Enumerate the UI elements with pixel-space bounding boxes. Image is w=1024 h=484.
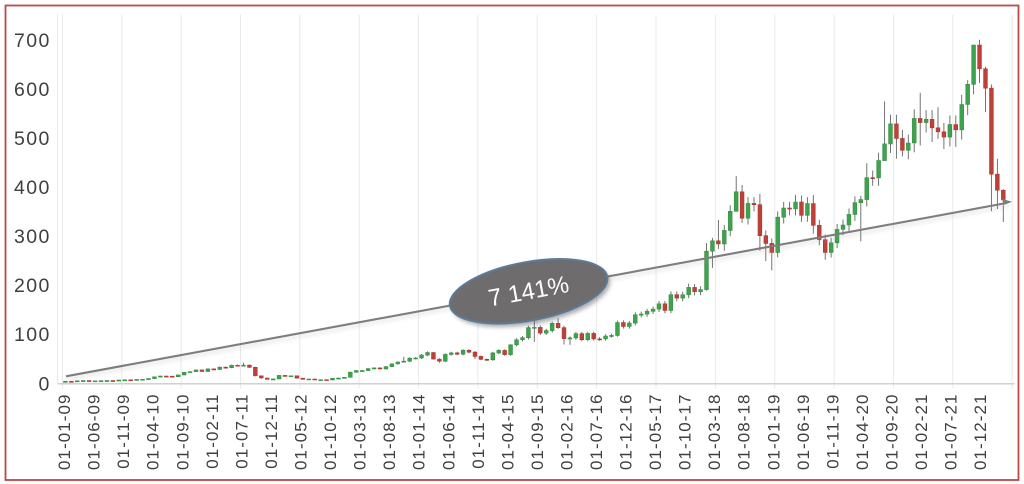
svg-text:01-04-15: 01-04-15 (498, 394, 517, 470)
svg-text:01-10-17: 01-10-17 (676, 394, 695, 470)
svg-text:01-12-21: 01-12-21 (971, 393, 990, 469)
svg-text:01-09-20: 01-09-20 (883, 394, 902, 470)
svg-text:01-11-19: 01-11-19 (823, 394, 842, 469)
svg-text:01-07-21: 01-07-21 (942, 394, 961, 470)
svg-text:01-06-09: 01-06-09 (85, 394, 104, 470)
svg-text:01-04-10: 01-04-10 (144, 394, 163, 470)
svg-text:400: 400 (14, 177, 51, 199)
svg-text:100: 100 (14, 324, 51, 346)
svg-text:01-11-14: 01-11-14 (469, 394, 488, 469)
svg-text:01-03-13: 01-03-13 (351, 394, 370, 470)
svg-text:600: 600 (14, 79, 51, 101)
svg-text:01-10-12: 01-10-12 (321, 394, 340, 470)
svg-text:01-12-11: 01-12-11 (262, 394, 281, 469)
svg-text:01-01-19: 01-01-19 (764, 394, 783, 470)
svg-text:01-08-18: 01-08-18 (735, 394, 754, 470)
svg-text:500: 500 (14, 128, 51, 150)
svg-text:01-08-13: 01-08-13 (380, 394, 399, 470)
svg-text:01-12-16: 01-12-16 (617, 394, 636, 470)
svg-text:01-02-16: 01-02-16 (558, 394, 577, 470)
svg-text:300: 300 (14, 226, 51, 248)
svg-text:01-06-14: 01-06-14 (439, 394, 458, 470)
svg-text:01-02-21: 01-02-21 (912, 394, 931, 470)
svg-text:01-07-16: 01-07-16 (587, 394, 606, 470)
svg-text:01-01-09: 01-01-09 (55, 394, 74, 470)
svg-text:0: 0 (39, 373, 51, 395)
svg-text:200: 200 (14, 275, 51, 297)
svg-text:01-06-19: 01-06-19 (794, 394, 813, 470)
svg-text:700: 700 (14, 30, 51, 52)
svg-text:01-07-11: 01-07-11 (232, 394, 251, 469)
svg-text:01-05-17: 01-05-17 (646, 394, 665, 470)
svg-text:01-02-11: 01-02-11 (203, 394, 222, 469)
svg-text:01-04-20: 01-04-20 (853, 394, 872, 470)
svg-text:01-05-12: 01-05-12 (292, 394, 311, 470)
svg-text:01-09-15: 01-09-15 (528, 394, 547, 470)
svg-text:01-11-09: 01-11-09 (114, 394, 133, 469)
svg-text:01-03-18: 01-03-18 (705, 394, 724, 470)
svg-text:01-01-14: 01-01-14 (410, 394, 429, 470)
svg-text:01-09-10: 01-09-10 (173, 394, 192, 470)
